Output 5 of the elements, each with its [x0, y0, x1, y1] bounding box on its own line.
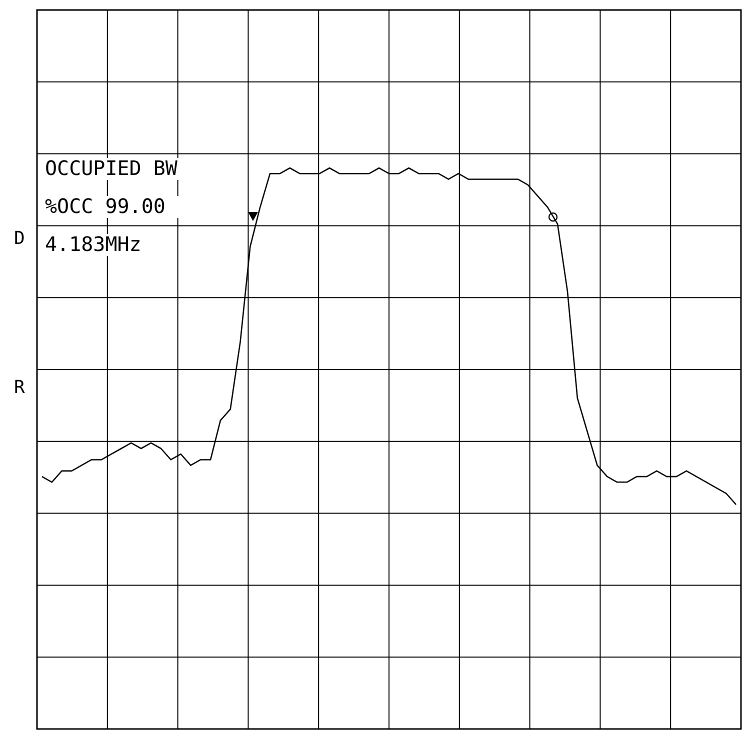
- annotation: OCCUPIED BW: [45, 156, 178, 180]
- annotation: 4.183MHz: [45, 232, 142, 256]
- text: D: [14, 228, 25, 249]
- annotation: %OCC 99.00: [45, 194, 166, 218]
- text: R: [14, 377, 25, 398]
